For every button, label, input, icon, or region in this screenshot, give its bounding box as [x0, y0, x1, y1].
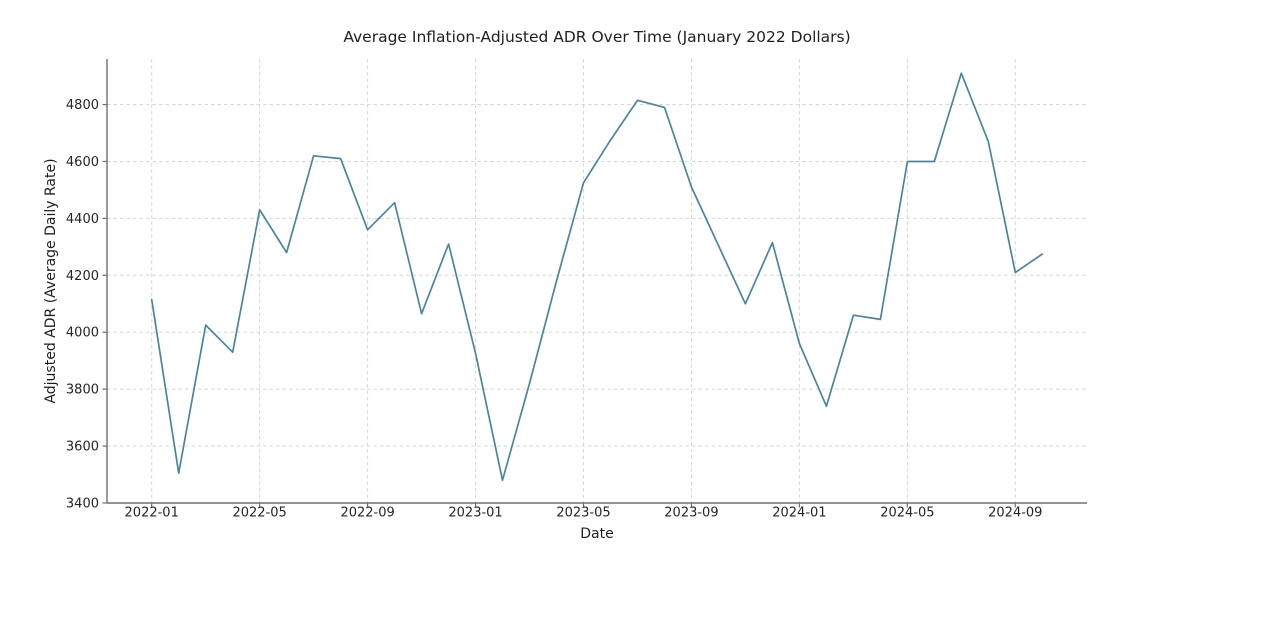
- y-tick-label: 4400: [66, 212, 99, 227]
- x-tick-label: 2024-05: [880, 506, 934, 521]
- y-axis-label: Adjusted ADR (Average Daily Rate): [43, 158, 59, 403]
- y-tick-label: 4000: [66, 326, 99, 341]
- data-line-series: [150, 72, 1044, 482]
- x-tick-label: 2023-05: [556, 506, 610, 521]
- y-tick-label: 4800: [66, 98, 99, 113]
- y-tick-label: 4200: [66, 269, 99, 284]
- x-tick-label: 2022-01: [125, 506, 179, 521]
- y-tick-label: 4600: [66, 155, 99, 170]
- chart-title: Average Inflation-Adjusted ADR Over Time…: [343, 28, 850, 46]
- axes-spines: [106, 59, 1087, 504]
- y-tick-label: 3400: [66, 497, 99, 512]
- x-tick-labels: 2022-01 2022-05 2022-09 2023-01 2023-05 2023-…: [125, 506, 1043, 521]
- x-tick-label: 2023-09: [664, 506, 718, 521]
- y-tick-labels: 3400 3600 3800 4000 4200 4400 4600 4800: [66, 98, 99, 511]
- y-tick-label: 3600: [66, 440, 99, 455]
- x-tick-label: 2024-09: [988, 506, 1042, 521]
- x-axis-label: Date: [580, 526, 613, 542]
- y-tick-label: 3800: [66, 383, 99, 398]
- x-tick-label: 2022-05: [232, 506, 286, 521]
- gridlines: [107, 59, 1087, 503]
- x-tick-label: 2024-01: [772, 506, 826, 521]
- axis-tick-marks: [102, 103, 1016, 508]
- x-tick-label: 2023-01: [448, 506, 502, 521]
- x-tick-label: 2022-09: [340, 506, 394, 521]
